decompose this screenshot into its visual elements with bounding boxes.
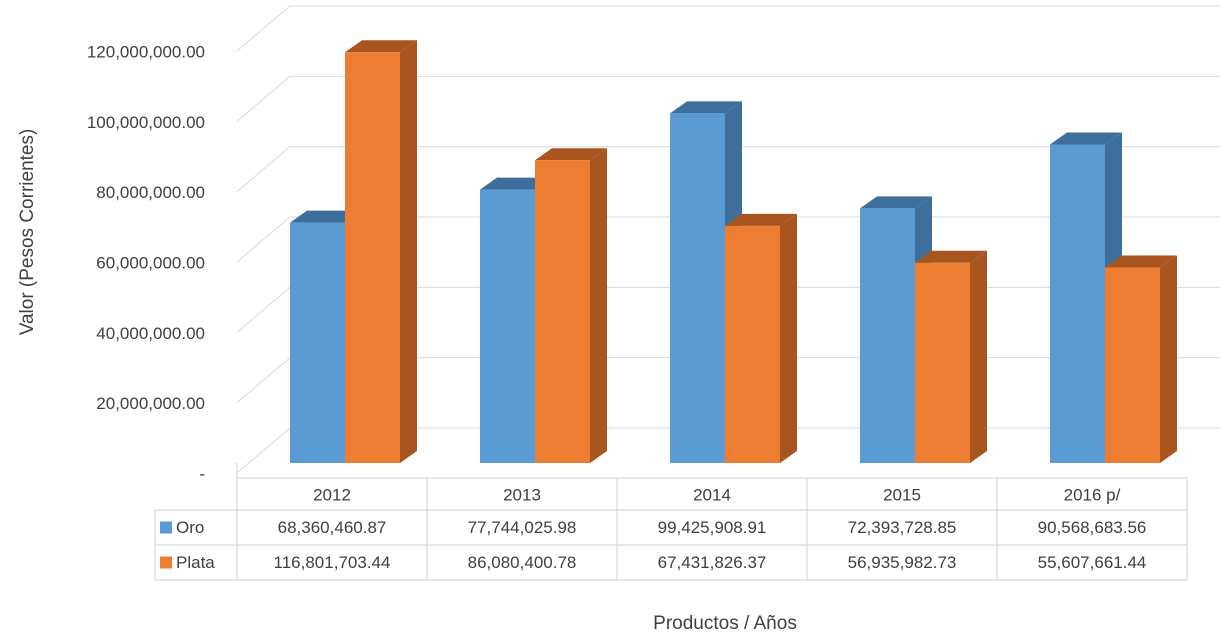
grid-line: [236, 146, 1220, 193]
bar-top: [535, 148, 607, 161]
legend-swatch: [160, 521, 172, 534]
bar-side: [1160, 255, 1177, 463]
bar-side: [400, 40, 417, 463]
table-value: 90,568,683.56: [1038, 518, 1147, 537]
bar: [480, 189, 535, 464]
legend-label: Oro: [176, 518, 204, 537]
table-value: 68,360,460.87: [278, 518, 387, 537]
bar: [915, 262, 970, 463]
table-value: 55,607,661.44: [1038, 553, 1147, 572]
x-tick-label: 2015: [883, 485, 921, 504]
bar-top: [725, 213, 797, 226]
bar: [345, 52, 400, 463]
y-tick-label: 60,000,000.00: [96, 253, 205, 272]
table-value: 56,935,982.73: [848, 553, 957, 572]
bar: [535, 160, 590, 463]
bar-side: [590, 148, 607, 463]
grid-line: [236, 75, 1220, 122]
bar-top: [860, 196, 932, 209]
bar-top: [290, 210, 362, 223]
legend-label: Plata: [176, 553, 215, 572]
x-tick-label: 2016 p/: [1064, 485, 1121, 504]
bar: [860, 208, 915, 463]
bar: [670, 113, 725, 463]
bar: [1050, 144, 1105, 463]
table-value: 77,744,025.98: [468, 518, 577, 537]
legend-swatch: [160, 556, 172, 569]
y-tick-label: 20,000,000.00: [96, 394, 205, 413]
x-tick-label: 2012: [313, 485, 351, 504]
bar: [290, 222, 345, 463]
x-tick-label: 2014: [693, 485, 731, 504]
y-tick-label: 120,000,000.00: [87, 42, 205, 61]
table-value: 99,425,908.91: [658, 518, 767, 537]
bar: [725, 225, 780, 463]
bar-top: [345, 40, 417, 53]
bar-top: [1105, 255, 1177, 268]
table-value: 86,080,400.78: [468, 553, 577, 572]
bar-side: [780, 213, 797, 463]
bar-side: [970, 250, 987, 463]
y-axis-label: Valor (Pesos Corrientes): [17, 129, 38, 336]
bar-top: [670, 101, 742, 114]
bar-top: [915, 250, 987, 263]
grid-line: [236, 5, 1220, 52]
table-value: 67,431,826.37: [658, 553, 767, 572]
y-tick-label: 80,000,000.00: [96, 183, 205, 202]
y-tick-label: -: [199, 464, 205, 483]
table-value: 116,801,703.44: [274, 553, 391, 572]
bar: [1105, 267, 1160, 463]
y-tick-label: 40,000,000.00: [96, 324, 205, 343]
table-value: 72,393,728.85: [848, 518, 957, 537]
bar-top: [480, 177, 552, 190]
bar-top: [1050, 132, 1122, 145]
y-tick-label: 100,000,000.00: [87, 113, 205, 132]
x-tick-label: 2013: [503, 485, 541, 504]
x-axis-label: Productos / Años: [653, 613, 797, 634]
